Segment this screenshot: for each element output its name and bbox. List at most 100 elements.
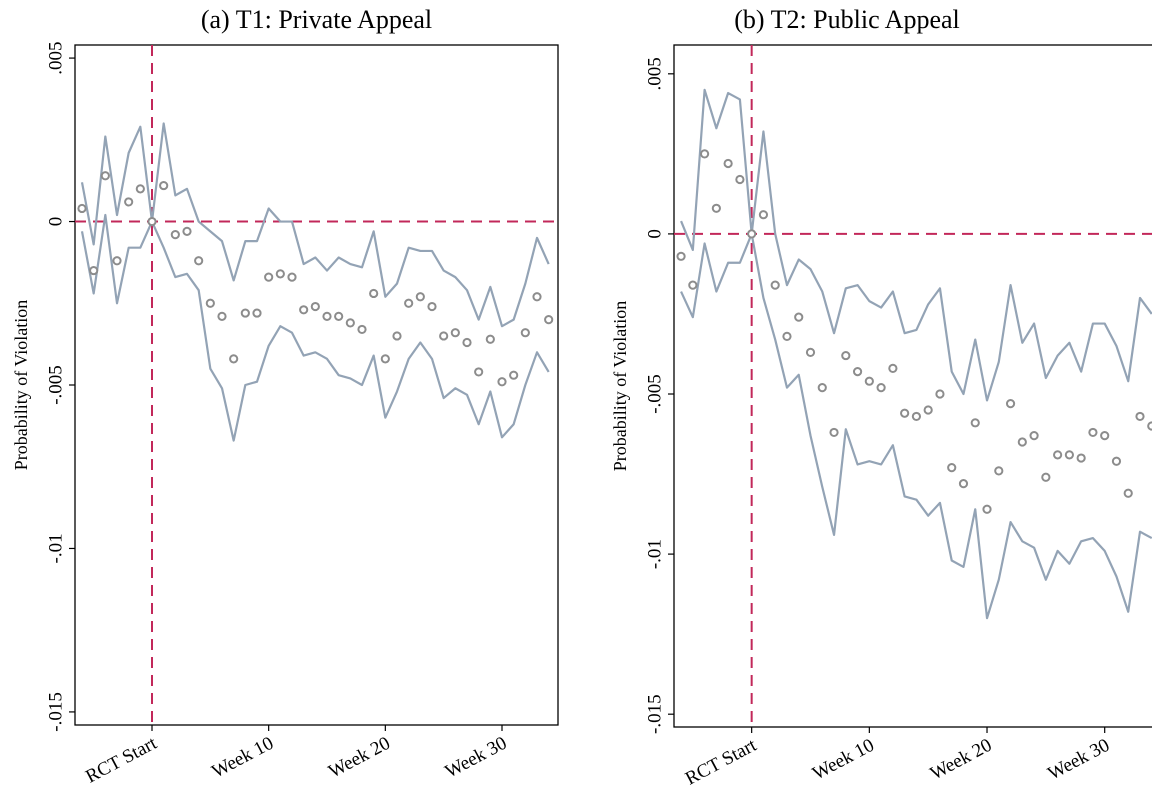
point-estimate	[77, 203, 87, 214]
point-estimate	[982, 504, 992, 514]
point-estimate	[1005, 399, 1016, 409]
point-estimate	[252, 308, 262, 318]
point-estimate	[485, 334, 495, 344]
y-tick-label: -.005	[45, 365, 66, 405]
point-estimate	[462, 337, 472, 348]
point-estimate	[1088, 427, 1098, 438]
point-estimate	[1017, 437, 1027, 447]
point-estimate	[770, 280, 780, 290]
point-estimate	[876, 383, 886, 393]
ci-line	[80, 213, 550, 442]
point-estimate	[676, 251, 686, 261]
point-estimate	[1076, 453, 1086, 463]
point-estimate	[159, 180, 169, 191]
point-estimate	[299, 305, 309, 315]
point-estimate	[911, 411, 922, 422]
point-estimate	[994, 466, 1004, 476]
point-estimate	[758, 210, 769, 220]
point-estimate	[1123, 488, 1133, 498]
point-estimate	[699, 149, 710, 159]
y-tick-label: 0	[644, 229, 665, 239]
point-estimate	[900, 408, 910, 418]
point-estimate	[182, 226, 192, 236]
point-estimate	[829, 427, 839, 438]
point-estimate	[888, 363, 898, 373]
point-estimate	[782, 331, 792, 341]
y-tick-label: .005	[45, 41, 66, 74]
point-estimate	[112, 256, 122, 266]
point-estimate	[474, 367, 484, 377]
point-estimate	[404, 298, 414, 308]
plot-frame	[74, 44, 559, 726]
point-estimate	[532, 292, 542, 302]
y-tick-label: -.005	[644, 374, 665, 414]
y-tick-label: -.015	[644, 694, 665, 734]
point-estimate	[1135, 411, 1145, 422]
point-estimate	[229, 354, 239, 364]
x-tick-label: Week 20	[927, 735, 996, 785]
ci-line	[80, 122, 550, 328]
y-tick-label: -.01	[45, 533, 66, 563]
ci-line	[680, 88, 1152, 402]
point-estimate	[427, 301, 437, 312]
x-tick-label: Week 20	[325, 733, 394, 783]
panel-title: (b) T2: Public Appeal	[734, 5, 960, 34]
point-estimate	[688, 280, 698, 290]
x-tick-label: Week 10	[208, 733, 277, 783]
point-estimate	[723, 158, 733, 169]
point-estimate	[310, 301, 320, 312]
point-estimate	[392, 331, 402, 341]
x-tick-label: Week 30	[442, 733, 511, 783]
point-estimate	[345, 318, 355, 328]
x-tick-label: RCT Start	[682, 734, 761, 789]
point-estimate	[1041, 472, 1051, 482]
point-estimate	[1147, 421, 1152, 431]
point-estimate	[415, 292, 425, 302]
point-estimate	[817, 383, 827, 393]
y-tick-label: -.01	[644, 539, 665, 569]
point-estimate	[544, 315, 554, 325]
panel: (b) T2: Public Appeal Probability of Viol…	[610, 5, 1152, 790]
x-tick-label: Week 10	[809, 735, 878, 785]
x-tick-label: Week 30	[1044, 735, 1113, 785]
point-estimate	[1029, 431, 1039, 441]
panel-title: (a) T1: Private Appeal	[201, 5, 432, 34]
point-estimate	[947, 463, 957, 473]
point-estimate	[970, 418, 980, 428]
point-estimate	[805, 347, 816, 357]
point-estimate	[380, 354, 390, 364]
point-estimate	[923, 405, 933, 415]
point-estimate	[1064, 450, 1074, 460]
point-estimate	[217, 311, 227, 321]
point-estimate	[147, 216, 157, 227]
point-estimate	[264, 272, 274, 282]
point-estimate	[439, 331, 449, 341]
point-estimate	[135, 184, 145, 194]
point-estimate	[369, 288, 379, 299]
y-tick-label: 0	[45, 217, 66, 227]
point-estimate	[852, 366, 863, 377]
point-estimate	[794, 312, 804, 322]
point-estimate	[275, 269, 285, 279]
plot-frame	[673, 44, 1152, 728]
point-estimate	[958, 479, 969, 489]
point-estimate	[170, 230, 180, 240]
point-estimate	[1111, 456, 1122, 466]
point-estimate	[322, 311, 332, 321]
point-estimate	[935, 389, 945, 399]
point-estimate	[287, 272, 297, 282]
point-estimate	[450, 328, 460, 338]
point-estimate	[1100, 431, 1110, 441]
point-estimate	[89, 265, 99, 276]
point-estimate	[194, 256, 204, 266]
point-estimate	[497, 377, 507, 387]
point-estimate	[1053, 450, 1063, 460]
y-axis-label: Probability of Violation	[610, 301, 630, 472]
y-axis-label: Probability of Violation	[11, 300, 31, 471]
x-tick-label: RCT Start	[82, 732, 161, 787]
point-estimate	[735, 174, 745, 185]
point-estimate	[841, 350, 851, 361]
point-estimate	[747, 229, 757, 239]
y-tick-label: .005	[644, 57, 665, 90]
